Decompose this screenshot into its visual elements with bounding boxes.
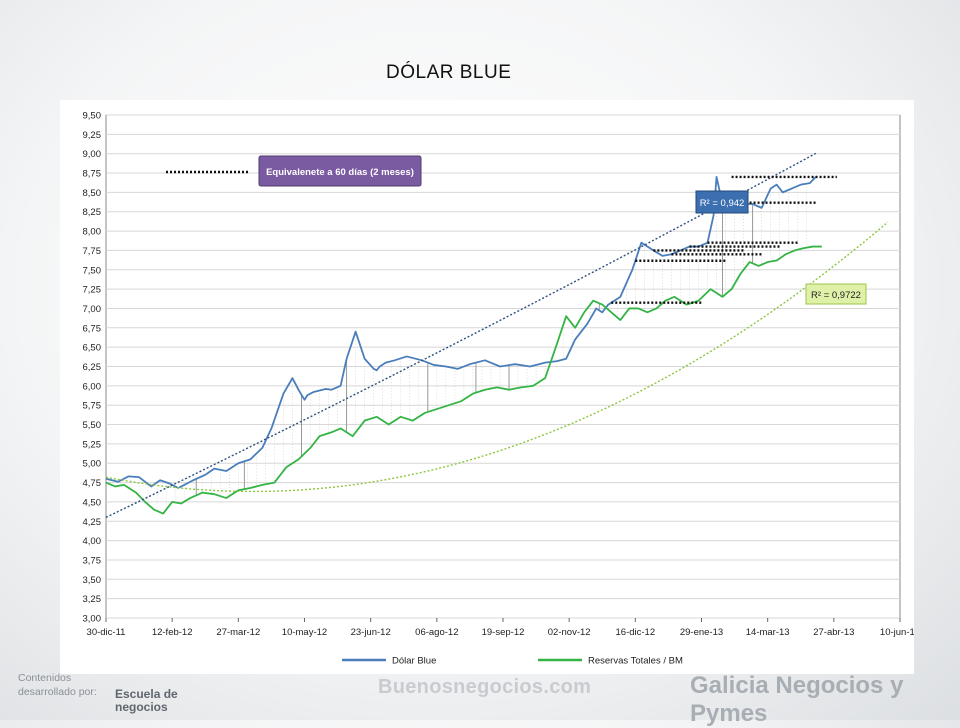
y-tick-label: 7,75 — [83, 246, 102, 257]
y-tick-label: 4,50 — [83, 497, 102, 508]
line-chart: 3,00 3,25 3,50 3,75 4,00 4,25 4,50 4,75 5,00 5,25… — [83, 111, 915, 667]
r2-green-box — [805, 283, 867, 305]
x-tick-label: 27-mar-12 — [216, 627, 260, 638]
y-tick-label: 4,75 — [83, 478, 102, 489]
trendline — [105, 152, 817, 519]
slide-title: DÓLAR BLUE — [386, 62, 512, 83]
buenosnegocios-logo: Buenosnegocios.com — [378, 676, 592, 698]
trendline — [105, 221, 889, 493]
y-tick-label: 6,75 — [83, 323, 102, 334]
x-tick-label: 14-mar-13 — [746, 627, 790, 638]
y-tick-label: 8,50 — [83, 188, 102, 199]
y-tick-label: 7,00 — [83, 304, 102, 315]
footer-desarrollado: desarrollado por: — [18, 686, 97, 698]
y-tick-label: 6,50 — [83, 343, 102, 354]
r2-blue-box — [695, 190, 749, 214]
y-tick-label: 9,25 — [83, 130, 102, 141]
x-tick-label: 27-abr-13 — [813, 627, 854, 638]
x-tick-label: 19-sep-12 — [482, 627, 525, 638]
callout-box — [258, 155, 422, 187]
y-tick-label: 3,75 — [83, 555, 102, 566]
callout-text: Equivalenete a 60 días (2 meses) — [266, 167, 414, 178]
x-tick-label: 29-ene-13 — [680, 627, 723, 638]
y-tick-label: 3,00 — [83, 614, 102, 625]
y-tick-label: 6,25 — [83, 362, 102, 373]
r2-green-label: R² = 0,9722 — [811, 290, 861, 301]
y-tick-label: 3,25 — [83, 594, 102, 605]
legend-label: Dólar Blue — [392, 656, 436, 667]
footer-contenidos: Contenidos — [18, 672, 72, 684]
x-tick-label: 23-jun-12 — [351, 627, 391, 638]
x-tick-label: 10-may-12 — [282, 627, 327, 638]
x-tick-label: 02-nov-12 — [548, 627, 591, 638]
r2-blue-label: R² = 0,942 — [700, 198, 745, 209]
y-tick-label: 8,75 — [83, 169, 102, 180]
series-line — [105, 245, 822, 515]
y-tick-label: 9,00 — [83, 149, 102, 160]
footer-credit: Contenidos desarrollado por: — [18, 671, 97, 699]
y-tick-label: 9,50 — [83, 111, 102, 122]
y-tick-label: 7,50 — [83, 265, 102, 276]
x-tick-label: 16-dic-12 — [616, 627, 656, 638]
chart-container: 3,00 3,25 3,50 3,75 4,00 4,25 4,50 4,75 5,00 5,25… — [60, 100, 914, 674]
y-tick-label: 5,00 — [83, 459, 102, 470]
x-tick-label: 30-dic-11 — [87, 627, 126, 638]
brand-line-2: negocios — [115, 700, 168, 714]
y-tick-label: 4,00 — [83, 536, 102, 547]
x-tick-label: 06-ago-12 — [415, 627, 458, 638]
y-tick-label: 5,75 — [83, 401, 102, 412]
y-tick-label: 8,00 — [83, 227, 102, 238]
legend-label: Reservas Totales / BM — [588, 656, 683, 667]
y-tick-label: 6,00 — [83, 381, 102, 392]
galicia-logo: Galicia Negocios y Pymes — [690, 672, 904, 727]
escuela-de-negocios-logo: Escuela de negocios — [115, 688, 178, 714]
series-line — [105, 176, 817, 489]
x-tick-label: 10-jun-13 — [880, 627, 914, 638]
y-tick-label: 7,25 — [83, 285, 102, 296]
y-tick-label: 8,25 — [83, 207, 102, 218]
y-tick-label: 5,50 — [83, 420, 102, 431]
brand-line-1: Escuela de — [115, 687, 178, 701]
x-tick-label: 12-feb-12 — [152, 627, 193, 638]
y-tick-label: 5,25 — [83, 439, 102, 450]
y-tick-label: 4,25 — [83, 517, 102, 528]
y-tick-label: 3,50 — [83, 575, 102, 586]
